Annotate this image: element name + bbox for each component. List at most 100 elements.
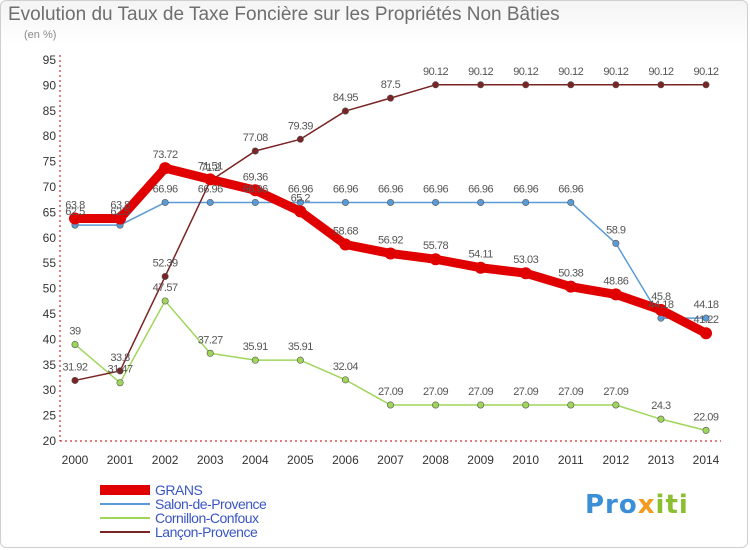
series-layer bbox=[69, 81, 712, 434]
data-point bbox=[477, 198, 485, 206]
data-label: 27.09 bbox=[558, 386, 583, 398]
data-point bbox=[567, 81, 575, 89]
data-label: 27.09 bbox=[513, 386, 538, 398]
data-label: 24.3 bbox=[651, 400, 671, 412]
data-point bbox=[204, 173, 217, 186]
data-label: 63.8 bbox=[110, 199, 130, 211]
x-tick-label: 2009 bbox=[467, 453, 494, 467]
data-point bbox=[522, 401, 530, 409]
data-labels: 39 31.47 47.57 37.27 35.91 35.91 32.04 27.09 27.… bbox=[62, 66, 719, 424]
data-label: 58.9 bbox=[606, 224, 626, 236]
legend-swatch bbox=[100, 503, 150, 505]
data-point bbox=[522, 81, 530, 89]
data-point bbox=[702, 426, 710, 434]
data-point bbox=[432, 198, 440, 206]
y-tick-label: 80 bbox=[43, 129, 57, 143]
legend-item: Lançon-Provence bbox=[100, 524, 340, 540]
data-point bbox=[567, 198, 575, 206]
data-point bbox=[474, 261, 487, 274]
x-tick-label: 2000 bbox=[62, 453, 89, 467]
data-label: 55.78 bbox=[423, 240, 448, 252]
data-label: 66.96 bbox=[288, 183, 313, 195]
data-point bbox=[612, 239, 620, 247]
data-label: 31.92 bbox=[62, 361, 87, 373]
legend-label: Salon-de-Provence bbox=[155, 496, 267, 512]
data-point bbox=[609, 288, 622, 301]
data-point bbox=[341, 198, 349, 206]
y-tick-label: 25 bbox=[43, 409, 57, 423]
data-label: 33.8 bbox=[110, 352, 130, 364]
data-label: 84.95 bbox=[333, 92, 358, 104]
data-point bbox=[251, 198, 259, 206]
data-label: 58.68 bbox=[333, 226, 358, 238]
data-point bbox=[206, 198, 214, 206]
data-point bbox=[702, 314, 710, 322]
data-label: 48.86 bbox=[603, 275, 628, 287]
data-point bbox=[69, 212, 81, 225]
y-tick-label: 70 bbox=[43, 180, 57, 194]
data-point bbox=[429, 253, 442, 266]
data-point bbox=[341, 107, 349, 115]
data-point bbox=[612, 401, 620, 409]
data-label: 27.09 bbox=[468, 386, 493, 398]
data-label: 62.5 bbox=[65, 206, 85, 218]
x-tick-label: 2001 bbox=[107, 453, 134, 467]
data-label: 66.96 bbox=[333, 183, 358, 195]
data-point bbox=[71, 340, 79, 348]
data-point bbox=[159, 162, 172, 175]
data-label: 90.12 bbox=[423, 66, 448, 78]
data-point bbox=[294, 205, 307, 218]
data-point bbox=[519, 267, 532, 280]
data-point bbox=[432, 401, 440, 409]
data-label: 87.5 bbox=[381, 79, 401, 91]
data-point bbox=[564, 280, 577, 293]
y-tick-label: 50 bbox=[43, 282, 57, 296]
data-point bbox=[386, 94, 394, 102]
data-point bbox=[477, 401, 485, 409]
data-point bbox=[522, 198, 530, 206]
data-point bbox=[251, 356, 259, 364]
data-label: 71.2 bbox=[201, 162, 221, 174]
legend-label: Lançon-Provence bbox=[155, 524, 258, 540]
data-label: 27.09 bbox=[378, 386, 403, 398]
data-label: 77.08 bbox=[243, 132, 268, 144]
data-label: 62.5 bbox=[110, 206, 130, 218]
legend-label: GRANS bbox=[155, 482, 203, 498]
data-label: 27.09 bbox=[603, 386, 628, 398]
data-point bbox=[386, 198, 394, 206]
data-label: 37.27 bbox=[198, 334, 223, 346]
data-label: 53.03 bbox=[513, 254, 538, 266]
data-point bbox=[386, 401, 394, 409]
axes: 20 25 30 35 40 45 50 55 60 65 70 75 80 85 90 95 2000 2001… bbox=[43, 53, 721, 467]
y-tick-label: 85 bbox=[43, 104, 57, 118]
x-tick-label: 2005 bbox=[287, 453, 314, 467]
chart-subtitle: (en %) bbox=[24, 29, 57, 41]
data-label: 66.96 bbox=[153, 183, 178, 195]
chart-title: Evolution du Taux de Taxe Foncière sur l… bbox=[8, 4, 560, 25]
data-label: 79.39 bbox=[288, 120, 313, 132]
x-tick-label: 2014 bbox=[693, 453, 720, 467]
data-label: 66.96 bbox=[243, 183, 268, 195]
data-label: 90.12 bbox=[603, 66, 628, 78]
data-point bbox=[116, 379, 124, 387]
data-label: 66.96 bbox=[423, 183, 448, 195]
data-label: 35.91 bbox=[288, 341, 313, 353]
x-tick-label: 2010 bbox=[512, 453, 539, 467]
data-label: 54.11 bbox=[469, 249, 494, 261]
data-point bbox=[567, 401, 575, 409]
data-label: 63.8 bbox=[65, 199, 85, 211]
data-label: 50.38 bbox=[558, 268, 583, 280]
data-label: 41.22 bbox=[693, 314, 718, 326]
data-label: 65.2 bbox=[291, 192, 311, 204]
x-tick-label: 2004 bbox=[242, 453, 269, 467]
data-point bbox=[612, 81, 620, 89]
data-label: 90.12 bbox=[468, 66, 493, 78]
data-label: 73.72 bbox=[153, 149, 178, 161]
data-point bbox=[161, 297, 169, 305]
data-point bbox=[432, 81, 440, 89]
x-tick-label: 2007 bbox=[377, 453, 404, 467]
y-tick-label: 30 bbox=[43, 383, 57, 397]
x-tick-label: 2003 bbox=[197, 453, 224, 467]
data-point bbox=[114, 212, 127, 225]
